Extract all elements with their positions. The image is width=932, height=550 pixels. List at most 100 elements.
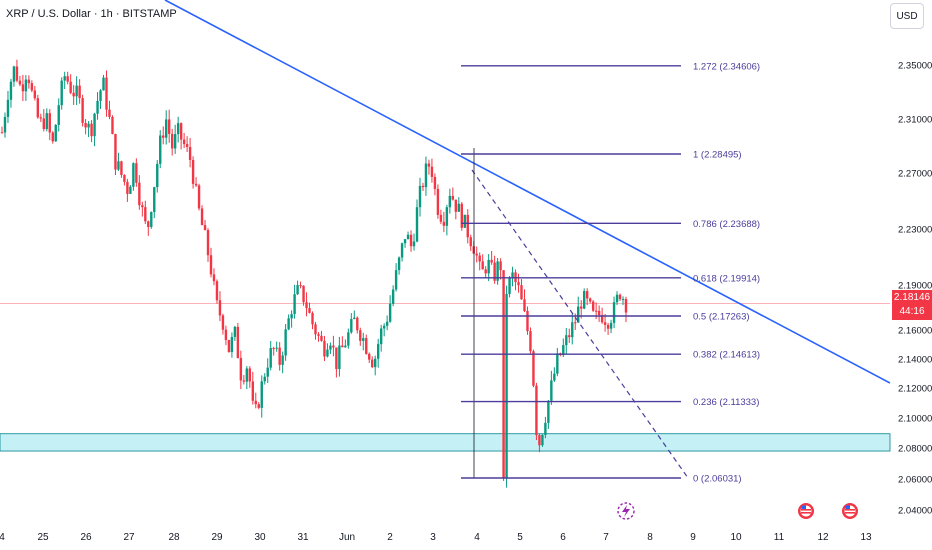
dividend-event-icon[interactable] bbox=[617, 502, 635, 520]
fib-level-label: 0.618 (2.19914) bbox=[693, 273, 760, 284]
candle bbox=[475, 246, 478, 263]
candle bbox=[520, 279, 523, 300]
candle bbox=[412, 233, 416, 251]
candle bbox=[3, 112, 7, 138]
currency-button[interactable]: USD bbox=[890, 3, 924, 29]
candle bbox=[484, 266, 487, 279]
candle bbox=[266, 358, 269, 383]
candle bbox=[230, 332, 234, 358]
candle bbox=[117, 152, 120, 172]
candle bbox=[427, 159, 431, 175]
candle bbox=[224, 325, 228, 346]
candle bbox=[60, 77, 63, 110]
candle bbox=[251, 371, 254, 405]
candle bbox=[397, 256, 401, 275]
candle bbox=[188, 138, 192, 168]
candle bbox=[36, 94, 40, 119]
candle bbox=[120, 160, 123, 178]
candle bbox=[565, 328, 568, 354]
candle bbox=[296, 280, 299, 296]
candle bbox=[493, 255, 496, 284]
us-flag-event-icon[interactable] bbox=[798, 503, 814, 519]
candle bbox=[111, 115, 114, 135]
candle bbox=[305, 292, 308, 317]
time-tick-label: 31 bbox=[297, 532, 309, 543]
candle bbox=[463, 214, 466, 229]
time-axis[interactable]: 4 25 26 27 28 29 30 31 Jun 2 3 4 5 6 7 8 9 10 11 12 13 bbox=[0, 532, 872, 543]
candlestick-series bbox=[0, 59, 628, 488]
candle bbox=[433, 173, 437, 196]
candle bbox=[454, 199, 458, 220]
candle bbox=[603, 314, 607, 332]
candle bbox=[550, 370, 553, 405]
candle bbox=[481, 254, 484, 270]
candle bbox=[200, 205, 204, 226]
support-zone bbox=[0, 433, 891, 452]
candle bbox=[571, 313, 574, 345]
candle bbox=[51, 131, 54, 144]
candle bbox=[84, 118, 87, 135]
candle bbox=[499, 258, 502, 280]
candle bbox=[167, 109, 171, 143]
time-tick-label: 3 bbox=[430, 532, 436, 543]
candle bbox=[487, 254, 490, 282]
candle bbox=[182, 132, 186, 149]
candle bbox=[165, 110, 168, 145]
candle bbox=[105, 70, 108, 117]
time-tick-label: 7 bbox=[603, 532, 609, 543]
candle bbox=[150, 211, 153, 229]
candle bbox=[42, 109, 45, 132]
us-flag-event-icon[interactable] bbox=[842, 503, 858, 519]
fib-level-label: 0.786 (2.23688) bbox=[693, 219, 760, 230]
descending-trendline[interactable] bbox=[164, 0, 891, 384]
fib-retracement[interactable]: 1.272 (2.34606) 1 (2.28495) 0.786 (2.23688… bbox=[461, 61, 760, 485]
symbol-title: XRP / U.S. Dollar · 1h · BITSTAMP bbox=[6, 8, 177, 20]
price-tick-label: 2.10000 bbox=[898, 414, 932, 425]
fib-level-label: 0 (2.06031) bbox=[693, 474, 742, 485]
candle bbox=[206, 228, 210, 262]
candle bbox=[173, 124, 177, 154]
candle bbox=[466, 209, 469, 244]
candle bbox=[69, 74, 72, 95]
candle bbox=[442, 211, 446, 233]
candle bbox=[311, 311, 314, 330]
candle bbox=[144, 200, 147, 224]
candle bbox=[123, 174, 126, 186]
time-tick-label: 30 bbox=[254, 532, 266, 543]
candle bbox=[448, 188, 452, 214]
candle bbox=[583, 288, 586, 310]
candle bbox=[421, 182, 425, 192]
candle bbox=[269, 340, 272, 371]
candle bbox=[460, 201, 463, 231]
candle bbox=[535, 382, 538, 440]
support-zone-rect[interactable] bbox=[0, 433, 891, 452]
current-price-value: 2.18146 bbox=[893, 292, 931, 303]
candle bbox=[114, 133, 117, 176]
price-axis[interactable]: 2.35000 2.31000 2.27000 2.23000 2.19000 2.160… bbox=[898, 61, 932, 517]
candle bbox=[176, 116, 180, 143]
candle bbox=[135, 158, 138, 187]
candle bbox=[18, 75, 22, 87]
candle bbox=[385, 315, 389, 331]
candle bbox=[514, 269, 517, 291]
fib-level-label: 0.236 (2.11333) bbox=[693, 397, 759, 408]
candle bbox=[33, 85, 37, 101]
candle bbox=[469, 234, 472, 252]
candle bbox=[194, 177, 198, 187]
time-tick-label: 4 bbox=[0, 532, 5, 543]
time-tick-label: 5 bbox=[517, 532, 523, 543]
event-markers bbox=[617, 502, 858, 520]
price-tick-label: 2.31000 bbox=[898, 115, 932, 126]
current-price-tag: 2.18146 44:16 bbox=[892, 290, 932, 320]
candle bbox=[368, 352, 371, 363]
candle bbox=[254, 392, 257, 409]
candle bbox=[335, 347, 338, 378]
price-tick-label: 2.06000 bbox=[898, 475, 932, 486]
candle bbox=[126, 178, 129, 202]
candle bbox=[415, 199, 419, 243]
price-tick-label: 2.23000 bbox=[898, 225, 932, 236]
candle bbox=[159, 130, 162, 169]
price-tick-label: 2.27000 bbox=[898, 169, 932, 180]
candle bbox=[568, 328, 571, 343]
